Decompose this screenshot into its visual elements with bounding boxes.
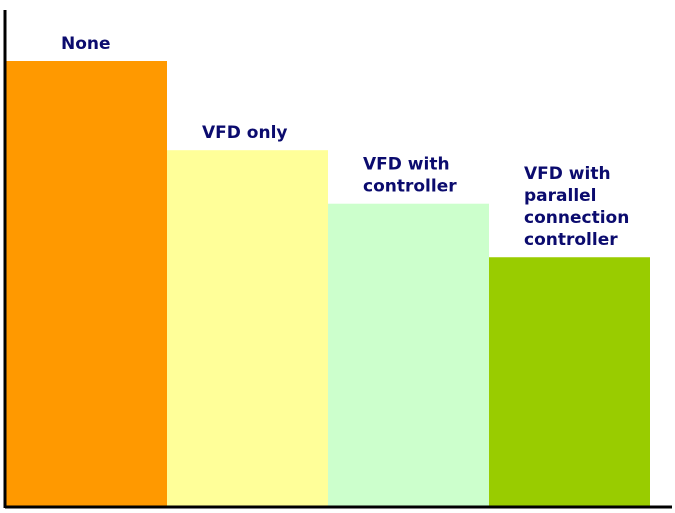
bar-2 (328, 203, 489, 507)
bar-label-1: VFD only (202, 123, 288, 143)
bar-label-line: connection (524, 208, 629, 228)
bar-label-line: VFD with (524, 164, 611, 184)
bar-label-3: VFD with parallel connection controller (524, 164, 629, 250)
bar-label-line: VFD only (202, 123, 288, 143)
bar-label-line: controller (524, 230, 618, 250)
bar-label-line: None (61, 34, 111, 54)
bar-1 (167, 150, 328, 507)
bar-label-0: None (61, 34, 111, 54)
bar-label-line: parallel (524, 186, 597, 206)
bars-group (6, 61, 650, 507)
bar-3 (489, 257, 650, 507)
bar-0 (6, 61, 167, 507)
bar-label-line: VFD with (363, 155, 450, 175)
bar-label-2: VFD with controller (363, 155, 457, 197)
bar-label-line: controller (363, 177, 457, 197)
